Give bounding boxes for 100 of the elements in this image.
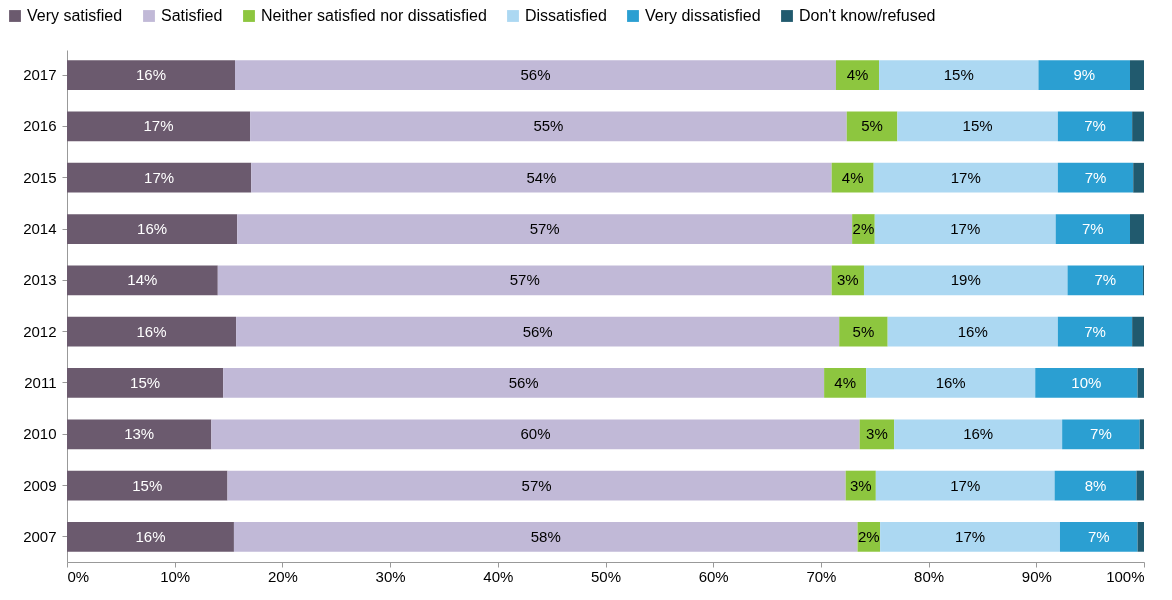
data-label: 7% [1090,425,1112,443]
bar [887,316,1058,347]
bar [1059,521,1138,552]
bar [1136,470,1144,501]
bar [835,60,880,91]
legend-label: Don't know/refused [799,7,936,24]
bar [1137,368,1144,398]
data-label: 56% [520,66,551,84]
x-tick-label: 90% [1021,567,1052,585]
data-label: 16% [135,527,166,545]
y-tick-label: 2012 [23,322,57,340]
legend-label: Dissatisfied [525,7,607,24]
bar [217,265,832,296]
data-label: 7% [1084,117,1106,135]
bar [67,111,251,142]
data-label: 15% [943,66,974,84]
bar [1067,265,1143,296]
bar [1137,521,1144,552]
bar [1130,60,1144,91]
x-tick-label: 30% [375,567,406,585]
data-label: 56% [522,322,553,340]
data-label: 60% [520,425,551,443]
x-tick-label: 40% [483,567,514,585]
y-tick-label: 2007 [23,527,57,545]
data-label: 4% [834,373,856,391]
data-label: 17% [950,220,981,238]
y-tick-label: 2014 [23,220,57,238]
data-label: 7% [1084,168,1107,186]
data-label: 19% [950,271,981,289]
bar [67,470,228,501]
x-tick-label: 50% [590,567,622,585]
bar [67,316,237,347]
bar [824,368,867,398]
bar [67,214,238,244]
data-label: 5% [852,322,875,340]
data-label: 16% [136,322,167,340]
bar [233,521,858,552]
data-label: 14% [127,271,158,289]
bar [875,470,1055,501]
data-label: 15% [130,373,161,391]
data-label: 16% [135,66,167,84]
bar [235,60,836,91]
bar [237,214,853,244]
bar [1132,111,1144,142]
y-tick-label: 2011 [24,373,57,391]
data-label: 4% [841,168,864,186]
bar [67,419,212,450]
y-tick-label: 2016 [23,117,57,135]
bar [1133,162,1144,193]
data-label: 3% [836,271,859,289]
legend-label: Satisfied [161,7,223,24]
bar [831,162,874,193]
data-label: 16% [957,322,988,340]
legend-label: Very dissatisfied [645,7,761,24]
data-label: 17% [950,168,981,186]
bar [874,214,1056,244]
x-tick-label: 100% [1106,567,1145,585]
data-label: 17% [955,527,986,545]
y-tick-label: 2009 [23,476,57,494]
data-label: 2% [857,527,880,545]
bar [236,316,840,347]
data-label: 58% [530,527,561,545]
bar [839,316,888,347]
bar [894,419,1063,450]
data-label: 7% [1082,220,1104,238]
bar [1062,419,1140,450]
data-label: 17% [950,476,981,494]
bar [1057,316,1133,347]
data-label: 8% [1084,476,1107,494]
data-label: 17% [143,117,174,135]
data-label: 16% [935,373,966,391]
data-label: 9% [1073,66,1096,84]
bar [211,419,860,450]
bar [250,111,847,142]
x-tick-label: 80% [914,567,945,585]
x-tick-label: 60% [698,567,729,585]
bar [67,368,224,398]
data-label: 15% [132,476,163,494]
data-label: 3% [849,476,872,494]
bar [67,265,218,296]
bar [1054,470,1137,501]
y-tick-label: 2017 [23,66,57,84]
bar [67,60,236,91]
data-label: 16% [963,425,994,443]
bar [227,470,846,501]
x-tick-label: 20% [267,567,298,585]
data-label: 57% [521,476,552,494]
y-tick-label: 2013 [23,271,57,289]
bar [67,162,252,193]
x-tick-label: 0% [67,567,90,585]
bar [1132,316,1144,347]
data-label: 2% [852,220,875,238]
bar [1057,111,1133,142]
bar [897,111,1058,142]
data-label: 5% [861,117,883,135]
bar [863,265,1068,296]
y-tick-label: 2015 [23,168,57,186]
bar [1139,419,1144,450]
data-label: 15% [962,117,993,135]
data-label: 7% [1087,527,1110,545]
